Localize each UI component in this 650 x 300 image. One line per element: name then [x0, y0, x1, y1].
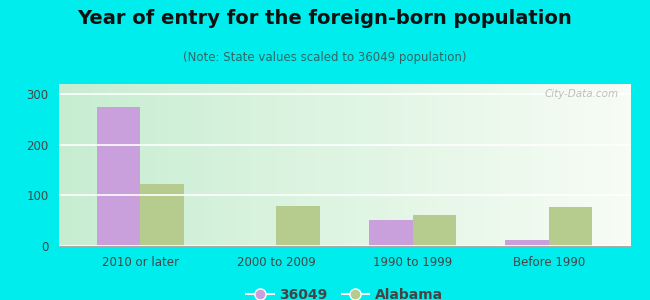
Text: Year of entry for the foreign-born population: Year of entry for the foreign-born popul… — [77, 9, 573, 28]
Text: (Note: State values scaled to 36049 population): (Note: State values scaled to 36049 popu… — [183, 51, 467, 64]
Bar — [505, 240, 549, 246]
Bar — [140, 184, 184, 246]
Bar — [369, 220, 413, 246]
Bar — [276, 206, 320, 246]
Legend: 36049, Alabama: 36049, Alabama — [240, 282, 448, 300]
Bar — [413, 214, 456, 246]
Bar — [97, 107, 140, 246]
Text: City-Data.com: City-Data.com — [545, 89, 619, 99]
Bar — [549, 206, 592, 246]
